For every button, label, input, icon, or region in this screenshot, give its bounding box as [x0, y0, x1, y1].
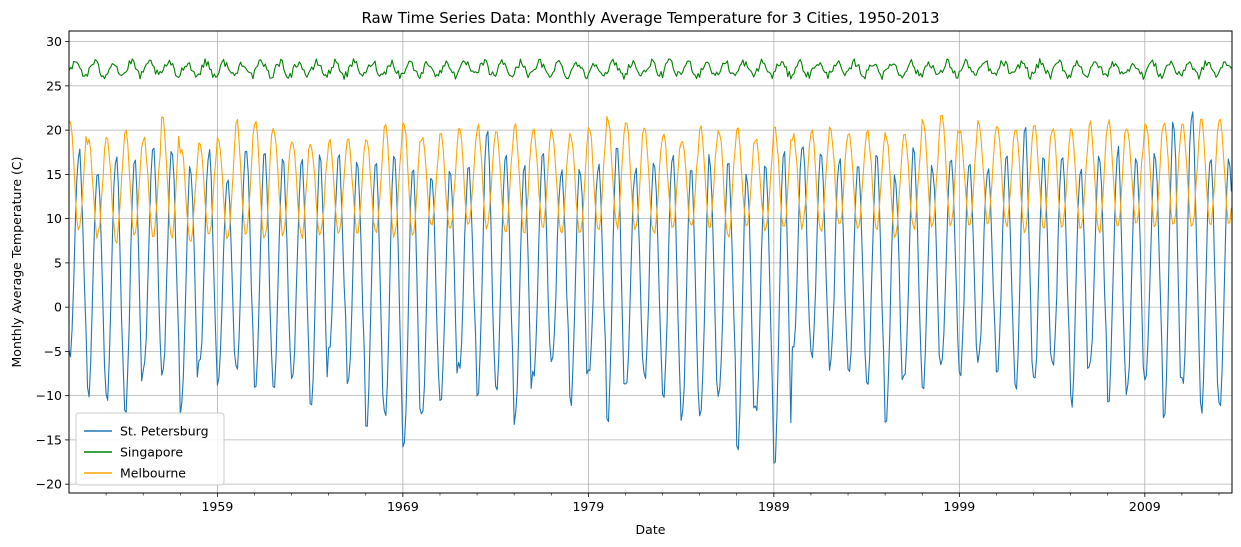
y-tick-label: 30 — [46, 34, 62, 49]
series-lines — [68, 58, 1232, 464]
legend-box — [75, 412, 225, 486]
legend-label: St. Petersburg — [120, 424, 209, 439]
y-tick-label: −20 — [36, 477, 62, 492]
x-tick-label: 1989 — [758, 499, 790, 514]
x-tick-label: 1979 — [572, 499, 604, 514]
y-tick-label: 20 — [46, 123, 62, 138]
series-line-singapore — [68, 58, 1232, 80]
y-tick-label: −10 — [36, 388, 62, 403]
y-tick-label: 0 — [54, 300, 62, 315]
legend-label: Melbourne — [120, 466, 186, 481]
x-tick-label: 2009 — [1129, 499, 1161, 514]
plot-frame — [68, 30, 1233, 494]
x-tick-label: 1999 — [943, 499, 975, 514]
y-tick-label: −15 — [36, 432, 62, 447]
series-line-melbourne — [68, 114, 1232, 244]
y-tick-label: 5 — [54, 255, 62, 270]
x-axis-title: Date — [636, 522, 666, 537]
x-tick-label: 1959 — [201, 499, 233, 514]
series-line-st-petersburg — [68, 111, 1232, 464]
chart-title: Raw Time Series Data: Monthly Average Te… — [361, 9, 939, 27]
y-axis-title: Monthly Average Temperature (C) — [9, 157, 24, 368]
legend-label: Singapore — [120, 445, 183, 460]
y-tick-label: 25 — [46, 78, 62, 93]
axis-ticks: −20 −15 −10 −5 0 5 10 15 20 25 30 1959 1969 1979 1989 1… — [36, 34, 1220, 514]
y-tick-label: 10 — [46, 211, 62, 226]
y-tick-label: 15 — [46, 167, 62, 182]
y-tick-label: −5 — [44, 344, 62, 359]
x-tick-label: 1969 — [387, 499, 419, 514]
legend: St. Petersburg Singapore Melbourne — [75, 412, 225, 486]
